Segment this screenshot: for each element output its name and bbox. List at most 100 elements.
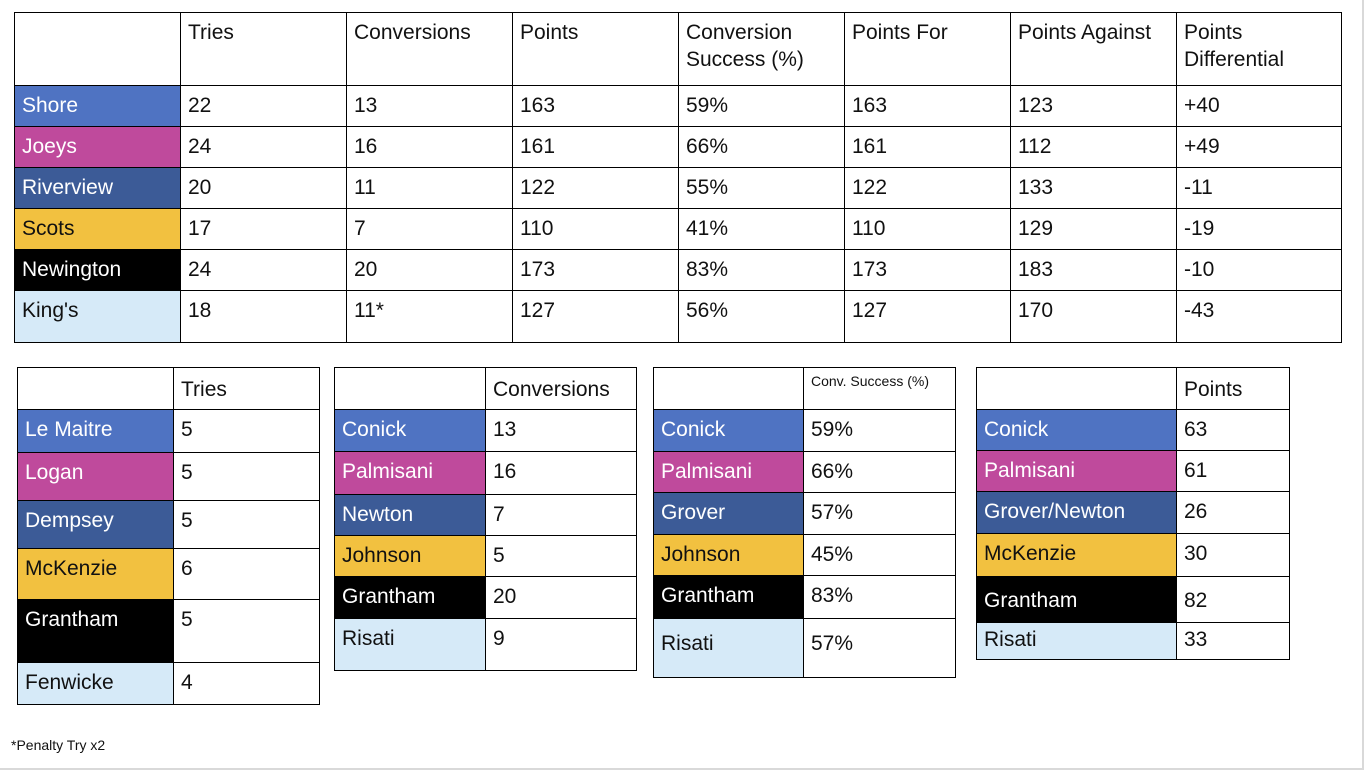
table-row: Grantham 83% xyxy=(653,575,956,619)
table-row: Grover 57% xyxy=(653,492,956,535)
table-row: Risati 33 xyxy=(976,622,1290,660)
team-name: Scots xyxy=(14,208,181,250)
header-conversion-success: Conversion Success (%) xyxy=(678,12,845,86)
table-row: Grantham 82 xyxy=(976,576,1290,623)
tries-cell: 17 xyxy=(180,208,347,250)
points-for-cell: 161 xyxy=(844,126,1011,168)
header-tries: Tries xyxy=(180,12,347,86)
player-name: Dempsey xyxy=(17,500,174,549)
value-cell: 7 xyxy=(485,494,637,536)
header-conversions: Conversions xyxy=(346,12,513,86)
team-name: Newington xyxy=(14,249,181,291)
value-cell: 45% xyxy=(803,534,956,576)
value-cell: 5 xyxy=(485,535,637,577)
player-name: Johnson xyxy=(653,534,804,576)
conversions-cell: 13 xyxy=(346,85,513,127)
header-player xyxy=(334,367,486,410)
value-cell: 59% xyxy=(803,409,956,452)
table-row: Joeys 24 16 161 66% 161 112 +49 xyxy=(14,126,1342,168)
value-cell: 30 xyxy=(1176,533,1290,577)
value-cell: 5 xyxy=(173,500,320,549)
table-row: Shore 22 13 163 59% 163 123 +40 xyxy=(14,85,1342,127)
header-points-for: Points For xyxy=(844,12,1011,86)
player-name: Logan xyxy=(17,452,174,501)
points-for-cell: 173 xyxy=(844,249,1011,291)
player-name: McKenzie xyxy=(976,533,1177,577)
value-cell: 57% xyxy=(803,492,956,535)
player-name: Grover xyxy=(653,492,804,535)
team-name: Joeys xyxy=(14,126,181,168)
header-conv-success: Conv. Success (%) xyxy=(803,367,956,410)
table-row: Logan 5 xyxy=(17,452,320,501)
points-against-cell: 112 xyxy=(1010,126,1177,168)
table-row: Newton 7 xyxy=(334,494,637,536)
conv-success-cell: 56% xyxy=(678,290,845,343)
header-points-differential: Points Differential xyxy=(1176,12,1342,86)
value-cell: 9 xyxy=(485,618,637,671)
tries-cell: 18 xyxy=(180,290,347,343)
player-name: Risati xyxy=(976,622,1177,660)
conv-success-cell: 41% xyxy=(678,208,845,250)
table-row: Dempsey 5 xyxy=(17,500,320,549)
conversions-cell: 11* xyxy=(346,290,513,343)
points-for-cell: 110 xyxy=(844,208,1011,250)
table-row: Palmisani 16 xyxy=(334,451,637,495)
tries-cell: 24 xyxy=(180,249,347,291)
points-leaders-table: Points Conick 63 Palmisani 61 Grover/New… xyxy=(976,367,1290,660)
header-tries: Tries xyxy=(173,367,320,410)
value-cell: 57% xyxy=(803,618,956,678)
player-name: Conick xyxy=(334,409,486,452)
team-name: Riverview xyxy=(14,167,181,209)
table-row: Le Maitre 5 xyxy=(17,409,320,453)
header-player xyxy=(17,367,174,410)
header-player xyxy=(976,367,1177,410)
table-row: Grover/Newton 26 xyxy=(976,491,1290,534)
player-name: Palmisani xyxy=(976,450,1177,492)
player-name: Conick xyxy=(976,409,1177,451)
value-cell: 6 xyxy=(173,548,320,600)
player-name: Grantham xyxy=(653,575,804,619)
points-cell: 173 xyxy=(512,249,679,291)
player-name: McKenzie xyxy=(17,548,174,600)
player-name: Grantham xyxy=(976,576,1177,623)
player-name: Risati xyxy=(653,618,804,678)
table-row: McKenzie 30 xyxy=(976,533,1290,577)
table-row: Johnson 45% xyxy=(653,534,956,576)
table-row: McKenzie 6 xyxy=(17,548,320,600)
table-header-row: Tries Conversions Points Conversion Succ… xyxy=(14,12,1342,86)
header-points: Points xyxy=(512,12,679,86)
value-cell: 5 xyxy=(173,599,320,663)
player-name: Palmisani xyxy=(334,451,486,495)
differential-cell: -11 xyxy=(1176,167,1342,209)
table-row: Risati 57% xyxy=(653,618,956,678)
conv-success-cell: 59% xyxy=(678,85,845,127)
conversions-cell: 16 xyxy=(346,126,513,168)
table-header-row: Conv. Success (%) xyxy=(653,367,956,410)
conversions-cell: 7 xyxy=(346,208,513,250)
differential-cell: +49 xyxy=(1176,126,1342,168)
conversions-leaders-table: Conversions Conick 13 Palmisani 16 Newto… xyxy=(334,367,637,671)
differential-cell: +40 xyxy=(1176,85,1342,127)
player-name: Fenwicke xyxy=(17,662,174,705)
value-cell: 83% xyxy=(803,575,956,619)
value-cell: 61 xyxy=(1176,450,1290,492)
table-row: Fenwicke 4 xyxy=(17,662,320,705)
tries-cell: 24 xyxy=(180,126,347,168)
points-cell: 161 xyxy=(512,126,679,168)
player-name: Grover/Newton xyxy=(976,491,1177,534)
table-row: King's 18 11* 127 56% 127 170 -43 xyxy=(14,290,1342,343)
differential-cell: -43 xyxy=(1176,290,1342,343)
player-name: Palmisani xyxy=(653,451,804,493)
player-name: Newton xyxy=(334,494,486,536)
value-cell: 4 xyxy=(173,662,320,705)
points-for-cell: 163 xyxy=(844,85,1011,127)
value-cell: 5 xyxy=(173,409,320,453)
conversions-cell: 20 xyxy=(346,249,513,291)
table-row: Conick 59% xyxy=(653,409,956,452)
points-for-cell: 122 xyxy=(844,167,1011,209)
value-cell: 33 xyxy=(1176,622,1290,660)
footnote: *Penalty Try x2 xyxy=(11,737,106,753)
points-against-cell: 133 xyxy=(1010,167,1177,209)
table-row: Grantham 20 xyxy=(334,576,637,619)
